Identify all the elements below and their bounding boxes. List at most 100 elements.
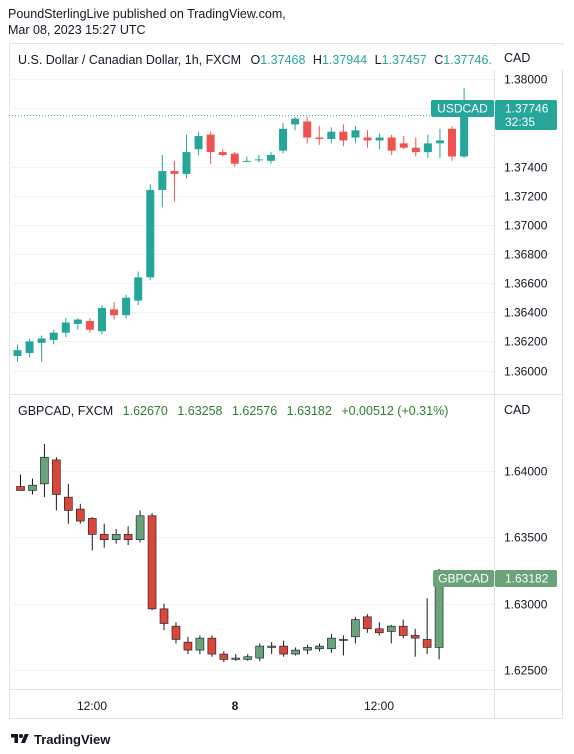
gbpcad-candle[interactable] [171, 622, 181, 644]
gbpcad-candle[interactable] [267, 642, 276, 655]
o-value: 1.37468 [260, 53, 305, 67]
gbpcad-candle[interactable] [351, 616, 360, 644]
tradingview-logo-icon [11, 734, 29, 743]
usdcad-candle[interactable] [315, 125, 324, 145]
usdcad-candle[interactable] [85, 318, 94, 333]
usdcad-candle[interactable] [279, 122, 288, 154]
candle-body [135, 515, 145, 541]
h-label: H [313, 53, 322, 67]
gbpcad-candle[interactable] [183, 636, 193, 655]
top-legend[interactable]: U.S. Dollar / Canadian Dollar, 1h, FXCM … [18, 53, 499, 67]
usdcad-candle[interactable] [61, 318, 70, 338]
bottom-price-axis[interactable]: 1.64000 1.63500 1.63000 1.62500 [504, 465, 548, 678]
usdcad-candle[interactable] [460, 88, 469, 158]
c-label: C [434, 53, 443, 67]
usdcad-candle[interactable] [303, 117, 312, 144]
gbpcad-candle[interactable] [374, 622, 384, 636]
gbpcad-candle[interactable] [28, 478, 37, 495]
gbpcad-candle[interactable] [291, 647, 300, 656]
usdcad-candle[interactable] [73, 318, 82, 330]
gbpcad-candle[interactable] [231, 654, 241, 661]
gbpcad-candle[interactable] [386, 624, 396, 644]
gbpcad-candle[interactable] [219, 651, 229, 663]
publisher-line-1: PoundSterlingLive published on TradingVi… [8, 7, 286, 21]
usdcad-candle[interactable] [411, 137, 420, 157]
usdcad-candle[interactable] [134, 271, 143, 305]
gbpcad-candle[interactable] [147, 513, 157, 611]
top-pane-candles[interactable] [13, 88, 469, 362]
gbpcad-candle[interactable] [52, 457, 61, 511]
usdcad-candle[interactable] [375, 133, 384, 150]
usdcad-candle[interactable] [49, 329, 58, 345]
usdcad-candle[interactable] [182, 134, 191, 179]
gbpcad-candle[interactable] [279, 640, 288, 657]
usdcad-candle[interactable] [242, 156, 251, 163]
usdcad-candle[interactable] [25, 338, 34, 358]
usdcad-candle[interactable] [230, 152, 239, 167]
usdcad-countdown: 32:35 [505, 115, 535, 129]
candle-body [243, 656, 253, 660]
gbpcad-candle[interactable] [99, 523, 109, 548]
gbpcad-candle[interactable] [76, 503, 85, 524]
usdcad-candle[interactable] [351, 125, 360, 144]
candle-body [279, 128, 288, 151]
usdcad-candle[interactable] [97, 304, 106, 335]
gbpcad-candle[interactable] [123, 526, 133, 546]
usdcad-candle[interactable] [266, 152, 275, 164]
usdcad-candle[interactable] [146, 184, 155, 281]
gbpcad-candle[interactable] [327, 634, 336, 653]
footer[interactable]: TradingView [10, 730, 110, 748]
l-value: 1.37457 [382, 53, 427, 67]
gbpcad-candle[interactable] [195, 635, 205, 655]
usdcad-candle[interactable] [435, 128, 444, 158]
candle-body [375, 137, 384, 141]
usdcad-candle[interactable] [37, 335, 46, 362]
usdcad-candle[interactable] [170, 160, 179, 202]
usdcad-candle[interactable] [291, 117, 300, 131]
gbpcad-candle[interactable] [422, 598, 432, 655]
gbpcad-candle[interactable] [87, 517, 97, 551]
gbpcad-candle[interactable] [159, 603, 169, 631]
usdcad-candle[interactable] [339, 124, 348, 147]
candle-body [266, 155, 275, 161]
gbpcad-candle[interactable] [339, 635, 348, 656]
usdcad-candle[interactable] [158, 155, 167, 208]
usdcad-candle[interactable] [327, 127, 336, 144]
candle-body [339, 131, 348, 141]
gbpcad-candle[interactable] [303, 644, 312, 655]
gbpcad-candle[interactable] [363, 614, 372, 633]
candle-body [195, 637, 205, 651]
gbpcad-candle[interactable] [64, 483, 73, 524]
gbpcad-candle[interactable] [255, 643, 264, 661]
gbpcad-candle[interactable] [398, 619, 408, 639]
gbpcad-candle[interactable] [207, 635, 217, 657]
usdcad-candle[interactable] [194, 131, 203, 156]
gbpcad-candle[interactable] [16, 474, 25, 491]
l-label: L [375, 53, 382, 67]
usdcad-candle[interactable] [387, 134, 396, 156]
gbpcad-candle[interactable] [40, 443, 49, 498]
candle-body [134, 277, 143, 301]
bottom-pane-candles[interactable] [16, 443, 444, 663]
candle-body [386, 625, 396, 632]
usdcad-candle[interactable] [363, 130, 372, 148]
gbp-change: +0.00512 (+0.31%) [341, 404, 448, 418]
usdcad-candle[interactable] [110, 302, 119, 320]
usdcad-candle[interactable] [448, 125, 457, 161]
gbpcad-candle[interactable] [135, 510, 145, 543]
gbpcad-candle[interactable] [111, 529, 121, 544]
bottom-legend[interactable]: GBPCAD, FXCM 1.62670 1.63258 1.62576 1.6… [18, 404, 448, 418]
usdcad-candle[interactable] [423, 134, 432, 158]
usdcad-candle[interactable] [122, 294, 131, 319]
usdcad-candle[interactable] [218, 149, 227, 157]
usdcad-candle[interactable] [254, 155, 263, 163]
gbpcad-candle[interactable] [315, 643, 324, 652]
gbpcad-candle[interactable] [410, 628, 420, 657]
usdcad-candle[interactable] [399, 136, 408, 150]
gbpcad-candle[interactable] [243, 654, 253, 661]
usdcad-candle[interactable] [206, 131, 215, 164]
candle-body [37, 338, 46, 343]
usdcad-candle[interactable] [13, 344, 22, 362]
top-symbol: U.S. Dollar / Canadian Dollar, 1h, FXCM [18, 53, 241, 67]
